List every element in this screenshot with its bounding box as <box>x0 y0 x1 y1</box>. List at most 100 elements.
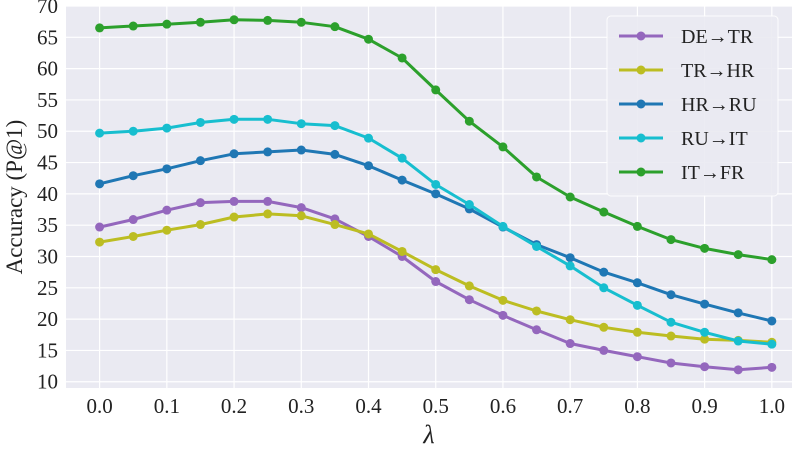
y-tick-label: 25 <box>37 276 58 300</box>
data-point <box>632 300 642 310</box>
data-point <box>565 253 575 263</box>
data-point <box>733 250 743 260</box>
data-point <box>498 221 508 231</box>
data-point <box>95 237 105 247</box>
data-point <box>767 316 777 326</box>
data-point <box>364 133 373 143</box>
data-point <box>565 192 575 202</box>
x-tick-label: 0.6 <box>490 394 516 418</box>
y-tick-label: 50 <box>37 119 58 143</box>
data-point <box>195 156 205 166</box>
data-point <box>296 211 306 221</box>
series-3 <box>95 114 777 349</box>
data-point <box>599 345 609 355</box>
y-tick-label: 55 <box>37 88 58 112</box>
data-point <box>229 114 239 124</box>
legend-item: DE→TR <box>619 26 754 48</box>
data-point <box>162 205 172 215</box>
y-tick-label: 45 <box>37 151 58 175</box>
data-point <box>296 119 306 129</box>
data-point <box>532 241 542 251</box>
data-point <box>498 295 508 305</box>
x-tick-label: 0.2 <box>221 394 247 418</box>
y-tick-label: 35 <box>37 213 58 237</box>
data-point <box>632 327 642 337</box>
x-tick-label: 0.4 <box>355 394 382 418</box>
data-point <box>532 172 542 182</box>
data-point <box>565 339 575 349</box>
y-tick-label: 20 <box>37 307 58 331</box>
data-point <box>431 179 441 189</box>
data-point <box>700 362 710 372</box>
data-point <box>162 225 172 235</box>
data-point <box>330 220 340 230</box>
data-point <box>700 334 710 344</box>
data-point <box>666 317 676 327</box>
data-point <box>599 267 609 277</box>
legend-label: IT→FR <box>681 162 745 184</box>
data-point <box>666 358 676 368</box>
data-point <box>397 175 407 185</box>
series-1 <box>95 209 777 347</box>
data-point <box>464 116 474 126</box>
legend-item: IT→FR <box>619 162 745 184</box>
data-point <box>195 220 205 230</box>
legend-label: TR→HR <box>681 60 755 82</box>
y-tick-label: 70 <box>37 0 58 18</box>
data-point <box>364 229 373 239</box>
data-point <box>296 203 306 213</box>
legend-label: RU→IT <box>681 128 748 150</box>
data-point <box>464 295 474 305</box>
data-point <box>330 149 340 159</box>
data-point <box>532 306 542 316</box>
data-point <box>700 327 710 337</box>
data-point <box>195 198 205 208</box>
series-layer <box>95 15 777 375</box>
tick-labels: 10 15 20 25 30 35 40 45 50 55 60 65 70 0.0 0.1 0.2 0.3 0.… <box>37 0 785 418</box>
data-point <box>565 261 575 271</box>
data-point <box>431 265 441 275</box>
x-axis-title: λ <box>422 420 434 449</box>
data-point <box>565 315 575 325</box>
data-point <box>162 19 172 29</box>
x-tick-label: 0.8 <box>624 394 650 418</box>
data-point <box>599 283 609 293</box>
data-point <box>229 15 239 25</box>
data-point <box>296 17 306 27</box>
data-point <box>162 164 172 174</box>
data-point <box>263 147 273 157</box>
x-tick-label: 0.0 <box>86 394 112 418</box>
legend-item: HR→RU <box>619 94 757 116</box>
legend-label: HR→RU <box>681 94 757 116</box>
data-point <box>263 196 273 206</box>
data-point <box>733 336 743 346</box>
legend: DE→TR TR→HR HR→RU RU→IT IT→FR <box>606 15 779 197</box>
y-tick-label: 10 <box>37 370 58 394</box>
data-point <box>767 339 777 349</box>
data-point <box>666 290 676 300</box>
data-point <box>229 149 239 159</box>
y-tick-label: 60 <box>37 57 58 81</box>
data-point <box>296 145 306 155</box>
legend-marker <box>636 167 646 177</box>
data-point <box>431 85 441 95</box>
data-point <box>431 189 441 199</box>
data-point <box>397 53 407 63</box>
data-point <box>229 212 239 222</box>
data-point <box>700 299 710 309</box>
data-point <box>397 246 407 256</box>
series-4 <box>95 15 777 265</box>
data-point <box>767 255 777 265</box>
data-point <box>700 243 710 253</box>
y-axis-title: Accuracy (P@1) <box>2 120 27 275</box>
data-point <box>632 278 642 288</box>
data-point <box>128 21 138 31</box>
data-point <box>95 222 105 232</box>
data-point <box>666 331 676 341</box>
x-tick-label: 1.0 <box>759 394 785 418</box>
data-point <box>128 126 138 136</box>
x-tick-label: 0.9 <box>691 394 717 418</box>
data-point <box>364 34 373 44</box>
data-point <box>95 128 105 138</box>
data-point <box>767 362 777 372</box>
